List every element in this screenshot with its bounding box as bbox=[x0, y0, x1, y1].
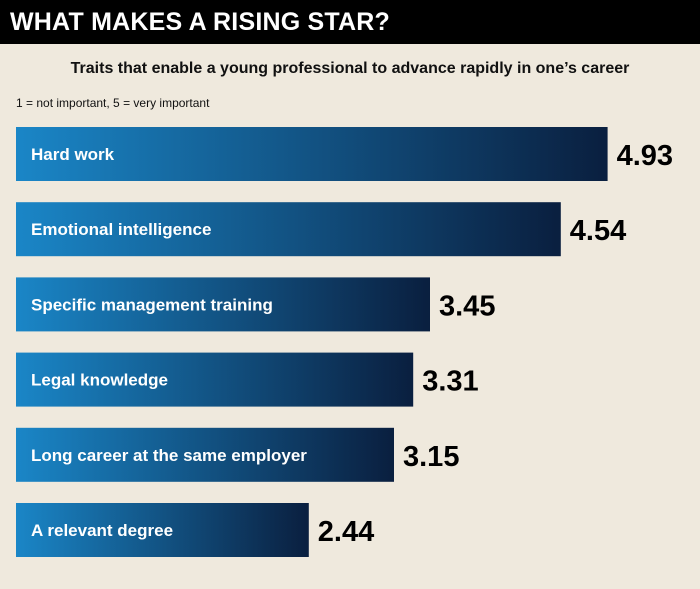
bar-category-label: Long career at the same employer bbox=[31, 446, 307, 465]
bar-value-label: 4.54 bbox=[570, 215, 626, 247]
bar-category-label: Specific management training bbox=[31, 295, 273, 314]
bar bbox=[16, 277, 430, 332]
header-bar: WHAT MAKES A RISING STAR? bbox=[0, 0, 700, 44]
bar-category-label: Hard work bbox=[31, 145, 115, 164]
bar bbox=[16, 352, 414, 407]
bar-value-label: 3.15 bbox=[403, 441, 459, 473]
bar bbox=[16, 503, 309, 557]
bar-value-label: 4.93 bbox=[617, 140, 673, 172]
bar-value-label: 3.31 bbox=[422, 366, 478, 398]
page-title: WHAT MAKES A RISING STAR? bbox=[10, 8, 390, 36]
bar-category-label: Emotional intelligence bbox=[31, 220, 211, 239]
bar-category-label: Legal knowledge bbox=[31, 371, 168, 390]
bar-value-label: 3.45 bbox=[439, 290, 495, 322]
bar bbox=[16, 427, 394, 482]
chart-subtitle: Traits that enable a young professional … bbox=[70, 60, 630, 77]
bar-category-label: A relevant degree bbox=[31, 521, 173, 540]
bar bbox=[16, 202, 561, 257]
bar bbox=[16, 127, 608, 181]
scale-note: 1 = not important, 5 = very important bbox=[16, 96, 210, 110]
bar-value-label: 2.44 bbox=[318, 516, 374, 548]
